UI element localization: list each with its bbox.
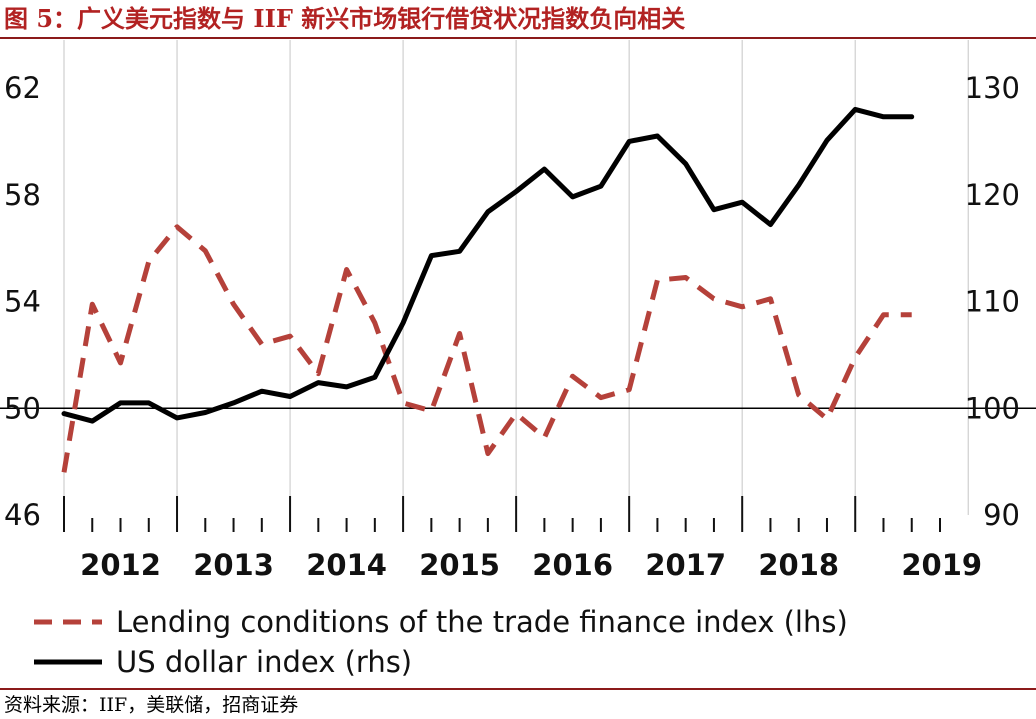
left-axis-tick-label: 50 [4, 391, 41, 425]
x-axis-tick-label: 2019 [901, 548, 982, 582]
title-rule [0, 37, 1036, 39]
right-axis-tick-label: 120 [965, 178, 1020, 212]
x-axis-ticks [63, 496, 941, 532]
x-axis-tick-label: 2012 [80, 548, 161, 582]
left-axis-tick-label: 62 [4, 71, 41, 105]
legend-label: US dollar index (rhs) [116, 645, 412, 679]
plot-area [0, 40, 952, 532]
x-axis-tick-label: 2018 [758, 548, 839, 582]
right-axis-labels: 130 120 110 100 90 [965, 71, 1020, 532]
figure-title: 图 5：广义美元指数与 IIF 新兴市场银行借贷状况指数负向相关 [4, 4, 686, 33]
x-axis-tick-label: 2017 [645, 548, 726, 582]
plot-background [0, 40, 952, 532]
x-axis-labels: 2012 2013 2014 2015 2016 2017 2018 2019 [80, 548, 982, 582]
x-axis-tick-label: 2016 [532, 548, 613, 582]
left-axis-tick-label: 46 [4, 498, 41, 532]
x-axis-tick-label: 2014 [306, 548, 387, 582]
right-axis-tick-label: 90 [983, 498, 1020, 532]
source-rule [0, 688, 1036, 690]
legend: Lending conditions of the trade finance … [34, 605, 848, 679]
series-us-dollar-index [61, 106, 915, 424]
left-axis-tick-label: 54 [4, 285, 41, 319]
x-axis-tick-label: 2013 [193, 548, 274, 582]
left-axis-tick-label: 58 [4, 178, 41, 212]
source-note: 资料来源：IIF，美联储，招商证券 [4, 694, 299, 716]
right-axis-tick-label: 100 [965, 391, 1020, 425]
legend-label: Lending conditions of the trade finance … [116, 605, 848, 639]
right-axis-tick-label: 110 [965, 285, 1020, 319]
series-layer [61, 106, 915, 473]
right-axis-tick-label: 130 [965, 71, 1020, 105]
left-axis-labels: 62 58 54 50 46 [4, 71, 41, 532]
x-axis-tick-label: 2015 [419, 548, 500, 582]
series-lending-conditions [61, 224, 912, 473]
vertical-gridlines [63, 40, 969, 515]
